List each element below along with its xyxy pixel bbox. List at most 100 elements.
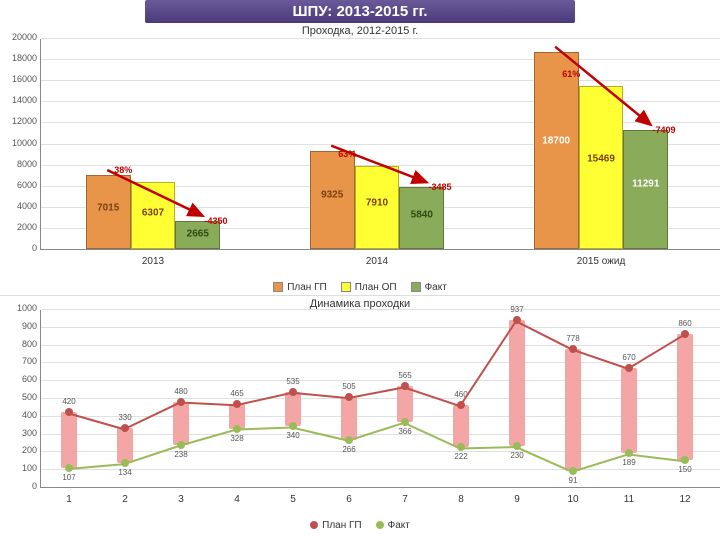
x-tick-label: 6 xyxy=(321,494,377,505)
page-title: ШПУ: 2013-2015 гг. xyxy=(145,0,575,23)
deficit-bar xyxy=(509,320,525,446)
line-point xyxy=(457,401,465,409)
line-chart-legend: План ГП Факт xyxy=(0,518,720,533)
gridline xyxy=(41,345,720,346)
y-tick-label: 0 xyxy=(3,243,37,253)
bar-value-label: 9325 xyxy=(311,189,354,200)
line-point xyxy=(569,467,577,475)
legend-dot xyxy=(310,521,318,529)
gridline xyxy=(41,309,720,310)
line-point xyxy=(401,382,409,390)
y-tick-label: 20000 xyxy=(3,32,37,42)
legend-dot xyxy=(376,521,384,529)
point-label: 328 xyxy=(230,434,243,443)
bar: 7015 xyxy=(86,175,131,249)
y-tick-label: 8000 xyxy=(3,159,37,169)
point-label: 366 xyxy=(398,427,411,436)
line-point xyxy=(233,400,241,408)
bar: 15469 xyxy=(579,86,624,249)
diff-annotation: -3485 xyxy=(429,182,452,192)
x-tick-label: 8 xyxy=(433,494,489,505)
x-tick-label: 2013 xyxy=(45,256,261,267)
gridline xyxy=(41,451,720,452)
deficit-bar xyxy=(285,392,301,427)
y-tick-label: 1000 xyxy=(3,303,37,313)
y-tick-label: 4000 xyxy=(3,201,37,211)
point-label: 465 xyxy=(230,389,243,398)
pct-annotation: 63% xyxy=(338,149,356,159)
gridline xyxy=(41,380,720,381)
line-point xyxy=(121,424,129,432)
point-label: 330 xyxy=(118,413,131,422)
line-chart-plot: 0100200300400500600700800900100012345678… xyxy=(40,310,712,488)
gridline xyxy=(41,469,720,470)
line-point xyxy=(121,459,129,467)
point-label: 670 xyxy=(622,353,635,362)
line-point xyxy=(289,422,297,430)
bar-chart-plot: 0200040006000800010000120001400016000180… xyxy=(40,39,712,250)
y-tick-label: 200 xyxy=(3,445,37,455)
x-tick-label: 11 xyxy=(601,494,657,505)
x-tick-label: 3 xyxy=(153,494,209,505)
line-point xyxy=(401,418,409,426)
y-tick-label: 900 xyxy=(3,321,37,331)
diff-annotation: -4350 xyxy=(205,216,228,226)
x-tick-label: 2 xyxy=(97,494,153,505)
y-tick-label: 400 xyxy=(3,410,37,420)
y-tick-label: 10000 xyxy=(3,138,37,148)
bar: 9325 xyxy=(310,151,355,249)
legend-item: Факт xyxy=(411,282,447,293)
line-point xyxy=(65,408,73,416)
line-point xyxy=(681,330,689,338)
bar: 6307 xyxy=(131,182,176,249)
y-tick-label: 500 xyxy=(3,392,37,402)
bar-chart-title: Проходка, 2012-2015 г. xyxy=(0,25,720,37)
legend-item: План ГП xyxy=(310,520,362,531)
point-label: 189 xyxy=(622,458,635,467)
legend-item: План ОП xyxy=(341,282,397,293)
point-label: 150 xyxy=(678,465,691,474)
x-tick-label: 12 xyxy=(657,494,713,505)
deficit-bar xyxy=(341,397,357,440)
point-label: 937 xyxy=(510,305,523,314)
point-label: 340 xyxy=(286,431,299,440)
y-tick-label: 800 xyxy=(3,339,37,349)
point-label: 230 xyxy=(510,451,523,460)
bar-value-label: 18700 xyxy=(535,135,578,146)
y-tick-label: 0 xyxy=(3,481,37,491)
point-label: 420 xyxy=(62,397,75,406)
y-tick-label: 300 xyxy=(3,428,37,438)
bar: 5840 xyxy=(399,187,444,249)
line-point xyxy=(289,388,297,396)
point-label: 238 xyxy=(174,450,187,459)
y-tick-label: 18000 xyxy=(3,53,37,63)
y-tick-label: 600 xyxy=(3,374,37,384)
line-point xyxy=(569,345,577,353)
line-point xyxy=(345,393,353,401)
y-tick-label: 100 xyxy=(3,463,37,473)
gridline xyxy=(41,434,720,435)
line-point xyxy=(625,449,633,457)
gridline xyxy=(41,416,720,417)
point-label: 107 xyxy=(62,473,75,482)
legend-item: Факт xyxy=(376,520,410,531)
deficit-bar xyxy=(453,405,469,447)
x-tick-label: 9 xyxy=(489,494,545,505)
bar-value-label: 5840 xyxy=(400,210,443,221)
deficit-bar xyxy=(397,386,413,421)
pct-annotation: 38% xyxy=(114,165,132,175)
bar: 18700 xyxy=(534,52,579,249)
gridline xyxy=(41,398,720,399)
line-point xyxy=(681,456,689,464)
line-point xyxy=(65,464,73,472)
deficit-bar xyxy=(173,402,189,445)
x-tick-label: 2014 xyxy=(269,256,485,267)
point-label: 778 xyxy=(566,334,579,343)
gridline xyxy=(41,38,720,39)
x-tick-label: 5 xyxy=(265,494,321,505)
point-label: 860 xyxy=(678,319,691,328)
gridline xyxy=(41,327,720,328)
line-point xyxy=(177,441,185,449)
point-label: 535 xyxy=(286,377,299,386)
bar-chart: Проходка, 2012-2015 г. 02000400060008000… xyxy=(0,25,720,280)
